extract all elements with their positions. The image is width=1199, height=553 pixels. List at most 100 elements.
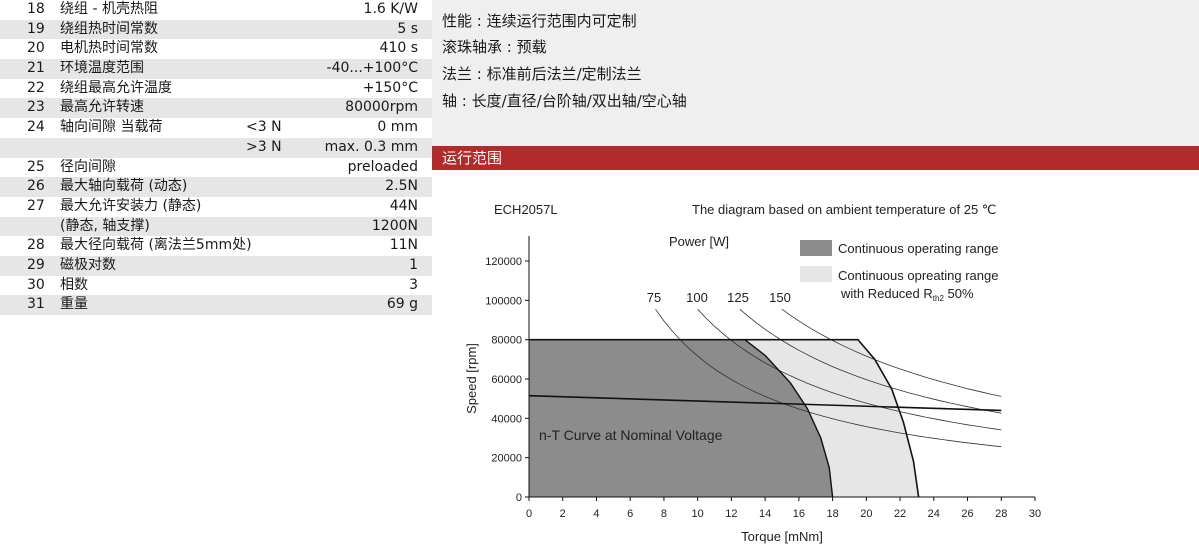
spec-value: 0 mm bbox=[377, 119, 418, 136]
legend-label-reduced: Continuous opreating range bbox=[838, 268, 998, 283]
spec-num: 29 bbox=[27, 256, 45, 273]
spec-row: >3 N max. 0.3 mm bbox=[0, 137, 432, 158]
spec-value: 69 g bbox=[386, 296, 418, 313]
spec-row: 25 径向间隙 preloaded bbox=[0, 158, 432, 178]
spec-value: 410 s bbox=[379, 40, 418, 57]
legend-swatch-reduced bbox=[800, 266, 832, 282]
spec-num: 31 bbox=[27, 296, 45, 313]
spec-value: 3 bbox=[409, 276, 418, 293]
x-tick-label: 20 bbox=[860, 508, 872, 520]
x-tick-label: 18 bbox=[826, 508, 838, 520]
power-value-150: 150 bbox=[769, 290, 791, 305]
spec-label: 绕组热时间常数 bbox=[60, 20, 158, 37]
spec-row: 27 最大允许安装力 (静态) 44N bbox=[0, 197, 432, 217]
x-tick-label: 12 bbox=[725, 508, 737, 520]
spec-value: 1.6 K/W bbox=[363, 1, 418, 17]
feature-performance: 性能 : 连续运行范围内可定制 bbox=[442, 12, 637, 30]
spec-row: (静态, 轴支撑) 1200N bbox=[0, 216, 432, 237]
spec-row: 30 相数 3 bbox=[0, 276, 432, 296]
spec-row: 19 绕组热时间常数 5 s bbox=[0, 19, 432, 40]
spec-row: 22 绕组最高允许温度 +150°C bbox=[0, 79, 432, 99]
power-value-100: 100 bbox=[686, 290, 708, 305]
nt-curve bbox=[528, 394, 1002, 412]
spec-num: 22 bbox=[27, 79, 45, 96]
power-curve-100 bbox=[697, 308, 1002, 431]
x-tick-label: 30 bbox=[1029, 508, 1041, 520]
spec-value: 44N bbox=[389, 197, 418, 214]
spec-label: 最高允许转速 bbox=[60, 99, 144, 116]
spec-value: -40...+100°C bbox=[326, 60, 418, 77]
continuous-boundary bbox=[744, 339, 834, 498]
spec-table: 18 绕组 - 机壳热阻 1.6 K/W 19 绕组热时间常数 5 s 20 电机热时间常数 4… bbox=[0, 0, 432, 315]
spec-label: 绕组 - 机壳热阻 bbox=[60, 1, 158, 17]
legend-subscript: th2 bbox=[933, 294, 945, 303]
spec-label: 绕组最高允许温度 bbox=[60, 79, 172, 96]
y-tick-label: 0 bbox=[516, 492, 522, 504]
power-value-125: 125 bbox=[727, 290, 749, 305]
spec-label: 最大径向载荷 (离法兰5mm处) bbox=[60, 237, 252, 254]
spec-label: 电机热时间常数 bbox=[60, 40, 158, 57]
feature-shaft: 轴 : 长度/直径/台阶轴/双出轴/空心轴 bbox=[442, 92, 687, 110]
spec-label: (静态, 轴支撑) bbox=[60, 217, 150, 234]
spec-row: 31 重量 69 g bbox=[0, 295, 432, 315]
x-tick-label: 14 bbox=[759, 508, 771, 520]
power-curve-150 bbox=[781, 308, 1002, 397]
x-tick-label: 0 bbox=[526, 508, 532, 520]
spec-condition: >3 N bbox=[246, 138, 282, 155]
spec-row: 26 最大轴向载荷 (动态) 2.5N bbox=[0, 177, 432, 197]
feature-bearing: 滚珠轴承 : 预载 bbox=[442, 38, 547, 56]
spec-value: 80000rpm bbox=[345, 99, 418, 116]
spec-num: 25 bbox=[27, 158, 45, 175]
spec-value: +150°C bbox=[362, 79, 418, 96]
spec-num: 24 bbox=[27, 119, 45, 136]
spec-num: 19 bbox=[27, 20, 45, 37]
x-tick-label: 10 bbox=[692, 508, 704, 520]
spec-label: 相数 bbox=[60, 276, 88, 293]
legend-suffix: 50% bbox=[944, 286, 974, 301]
spec-value: 1200N bbox=[371, 217, 418, 234]
spec-label: 磁极对数 bbox=[60, 256, 116, 273]
spec-num: 27 bbox=[27, 197, 45, 214]
spec-label: 径向间隙 bbox=[60, 158, 116, 175]
spec-value: 2.5N bbox=[385, 178, 418, 195]
spec-row: 21 环境温度范围 -40...+100°C bbox=[0, 59, 432, 79]
spec-label: 环境温度范围 bbox=[60, 60, 144, 77]
features-panel: 性能 : 连续运行范围内可定制 滚珠轴承 : 预载 法兰 : 标准前后法兰/定制… bbox=[432, 0, 1199, 146]
spec-num: 26 bbox=[27, 178, 45, 195]
y-axis-label: Speed [rpm] bbox=[464, 343, 479, 414]
spec-num: 21 bbox=[27, 60, 45, 77]
chart-svg: 0 2 4 6 8 10 12 14 16 18 20 22 24 26 28 300200004000060… bbox=[464, 202, 1041, 544]
y-tick-label: 60000 bbox=[491, 374, 522, 386]
power-value-75: 75 bbox=[647, 290, 661, 305]
y-tick-label: 40000 bbox=[491, 413, 522, 425]
spec-num: 23 bbox=[27, 99, 45, 116]
continuous-range-area bbox=[529, 339, 833, 497]
spec-value: 11N bbox=[389, 237, 418, 254]
spec-row: 23 最高允许转速 80000rpm bbox=[0, 98, 432, 119]
spec-num: 20 bbox=[27, 40, 45, 57]
spec-value: 5 s bbox=[397, 20, 418, 37]
y-tick-label: 80000 bbox=[491, 335, 522, 347]
spec-label: 轴向间隙 当载荷 bbox=[60, 119, 163, 136]
power-curve-75 bbox=[655, 308, 1002, 448]
x-tick-label: 16 bbox=[793, 508, 805, 520]
x-tick-label: 28 bbox=[995, 508, 1007, 520]
power-curve-125 bbox=[739, 308, 1002, 414]
feature-flange: 法兰 : 标准前后法兰/定制法兰 bbox=[442, 65, 642, 83]
operating-range-chart: 0 2 4 6 8 10 12 14 16 18 20 22 24 26 28 30 0 20000 40000 60… bbox=[432, 170, 1199, 553]
x-axis-label: Torque [mNm] bbox=[741, 529, 823, 544]
y-tick-label: 100000 bbox=[485, 295, 522, 307]
section-header: 运行范围 bbox=[432, 146, 1199, 170]
spec-condition: <3 N bbox=[246, 119, 282, 136]
spec-value: 1 bbox=[409, 256, 418, 273]
y-tick-label: 20000 bbox=[491, 453, 522, 465]
x-tick-label: 8 bbox=[661, 508, 667, 520]
chart-subtitle: The diagram based on ambient temperature… bbox=[692, 202, 996, 217]
spec-value: preloaded bbox=[347, 158, 418, 175]
chart-model: ECH2057L bbox=[494, 202, 558, 217]
x-tick-label: 6 bbox=[627, 508, 633, 520]
spec-num: 30 bbox=[27, 276, 45, 293]
legend-label-continuous: Continuous operating range bbox=[838, 241, 998, 256]
spec-row: 18 绕组 - 机壳热阻 1.6 K/W bbox=[0, 0, 432, 20]
spec-value: max. 0.3 mm bbox=[324, 138, 418, 155]
